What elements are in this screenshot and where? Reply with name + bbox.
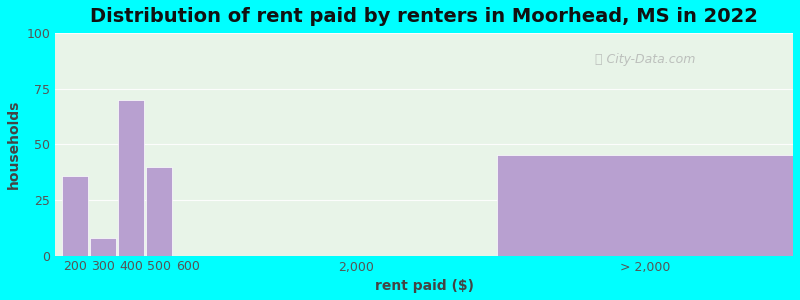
Bar [498,155,793,256]
Y-axis label: households: households [7,100,21,189]
Bar [62,176,88,256]
X-axis label: rent paid ($): rent paid ($) [374,279,474,293]
Text: ⓘ City-Data.com: ⓘ City-Data.com [595,53,696,66]
Bar [90,238,116,256]
Bar [146,167,172,256]
Title: Distribution of rent paid by renters in Moorhead, MS in 2022: Distribution of rent paid by renters in … [90,7,758,26]
Bar [118,100,144,256]
